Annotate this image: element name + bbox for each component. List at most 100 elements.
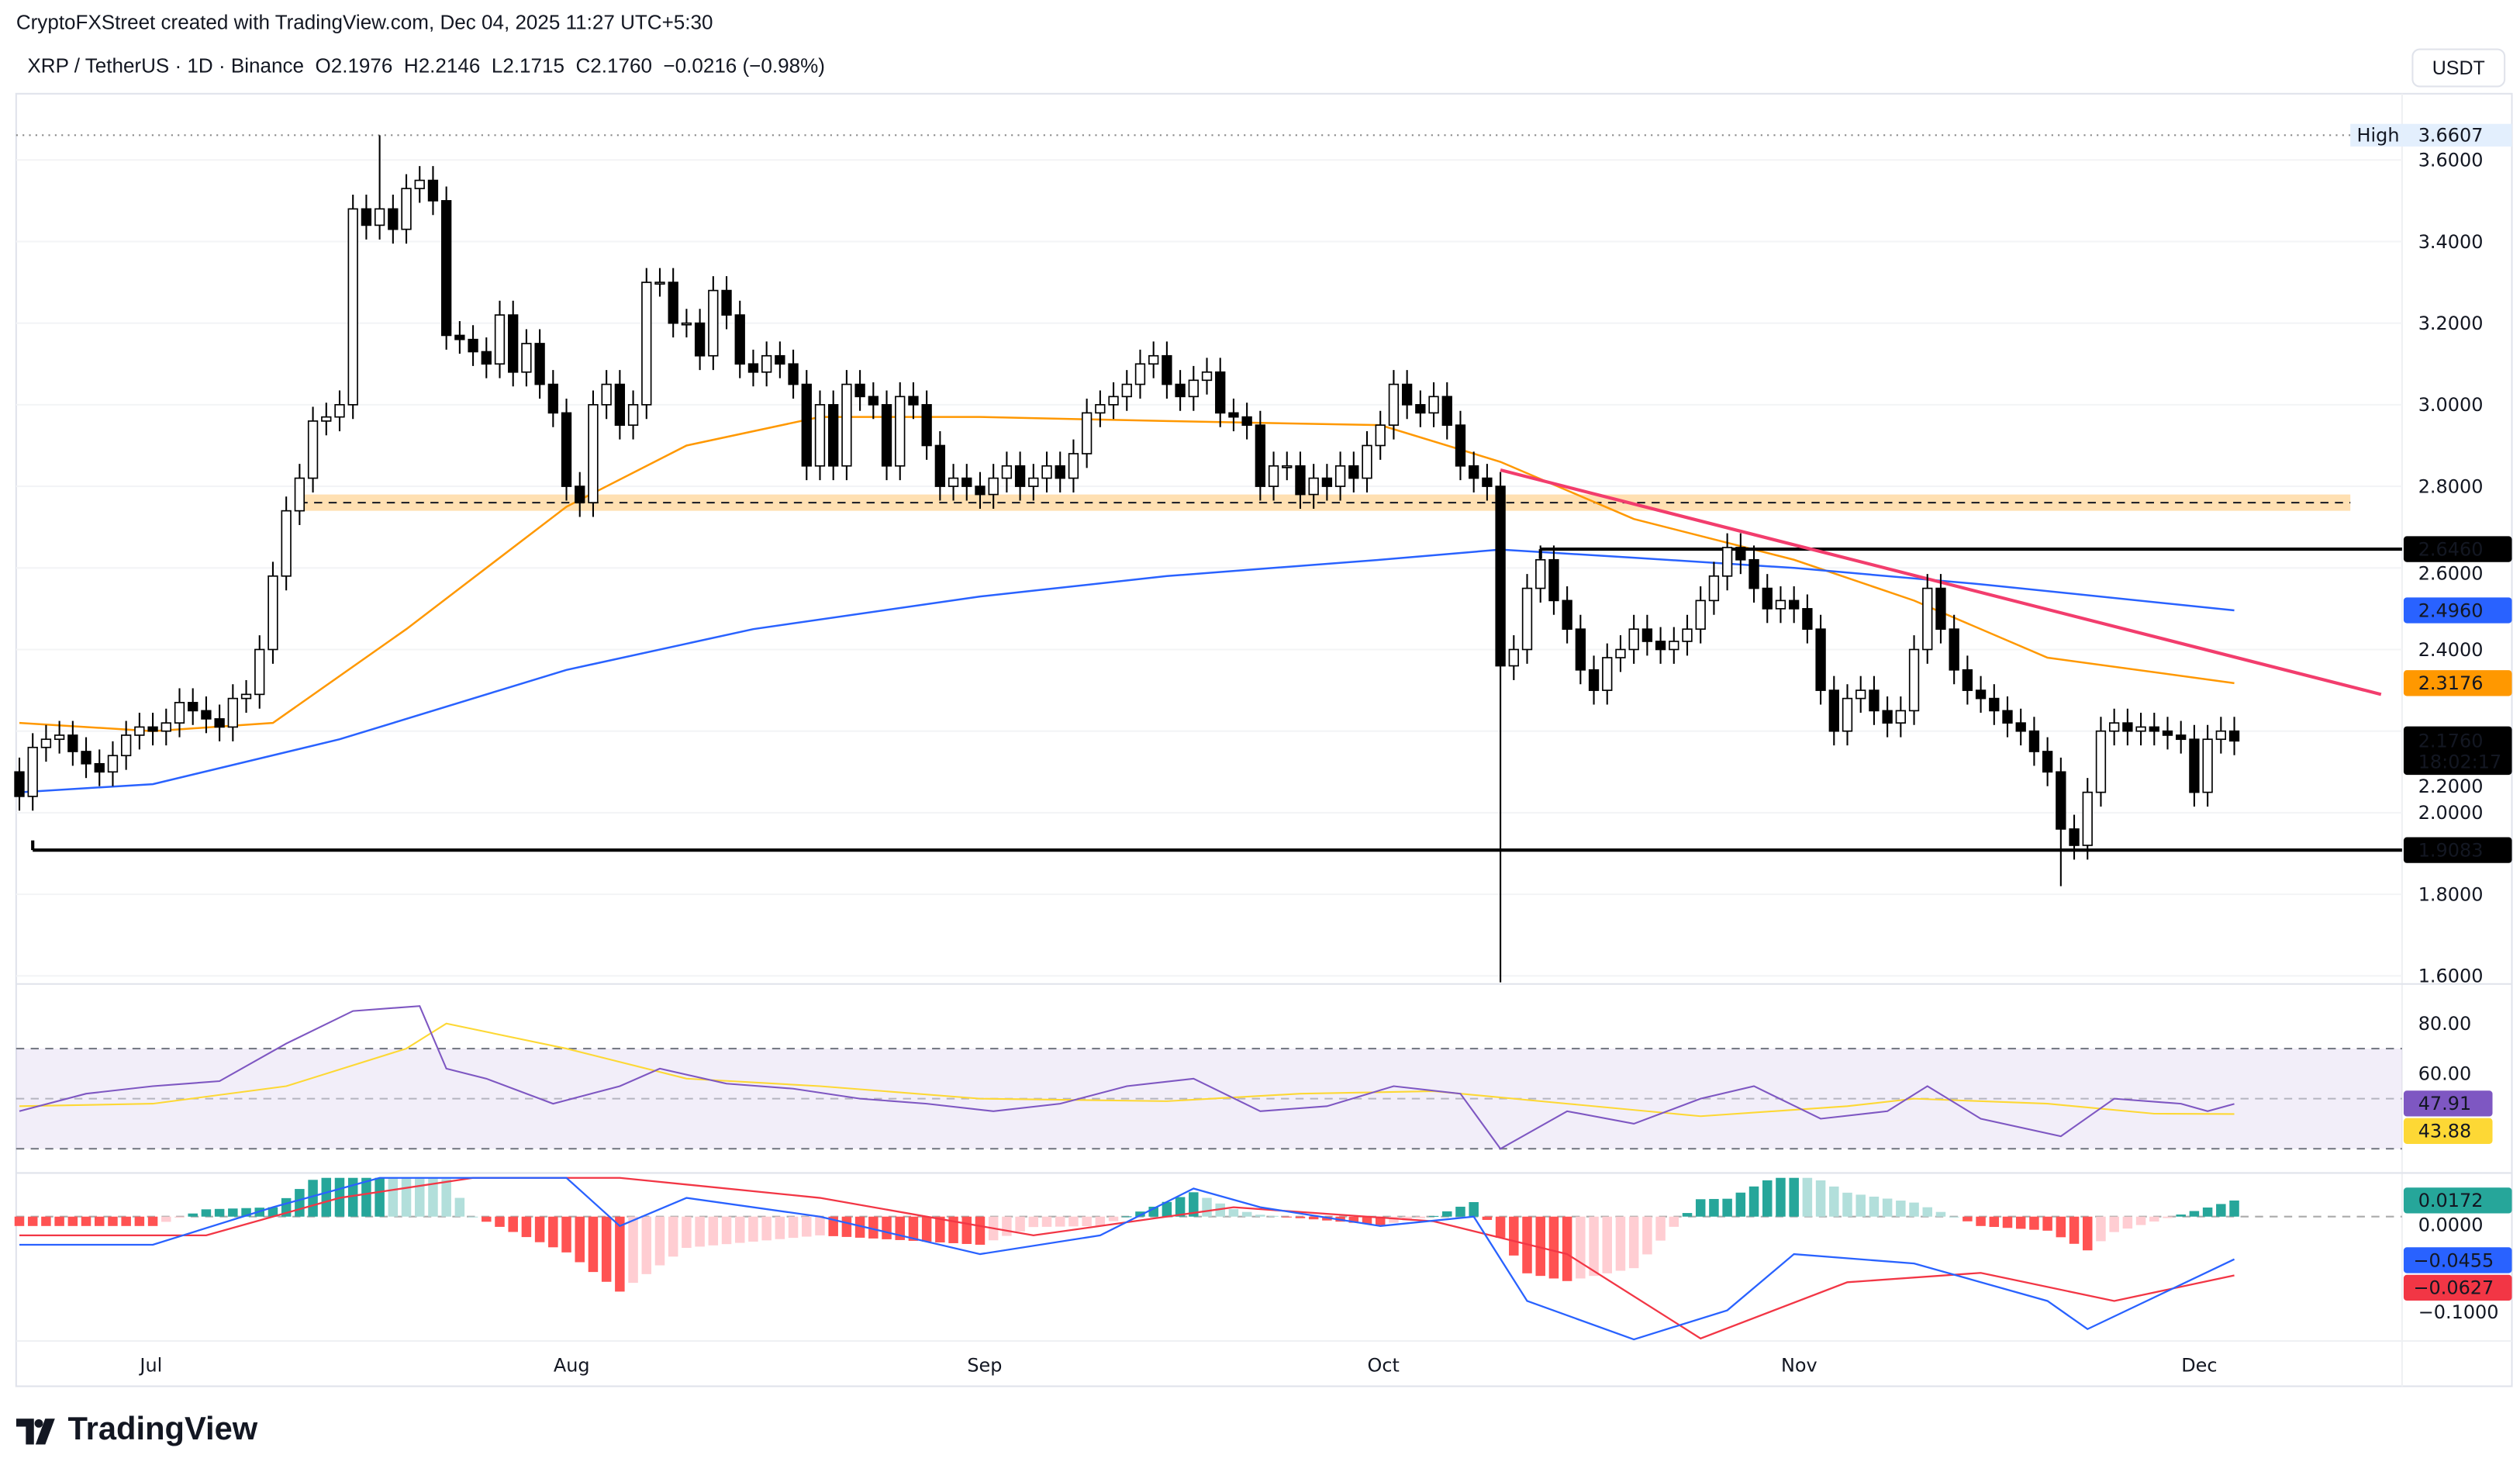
candle-body bbox=[521, 343, 532, 373]
candle-body bbox=[147, 726, 158, 732]
macd-histogram-bar bbox=[54, 1216, 64, 1226]
time-tick-label: Dec bbox=[2181, 1355, 2217, 1377]
candle-body bbox=[975, 485, 986, 496]
macd-histogram-bar bbox=[654, 1216, 665, 1266]
candle-body bbox=[1895, 710, 1907, 724]
candle-body bbox=[240, 693, 252, 700]
rsi-badge bbox=[2403, 1090, 2493, 1117]
macd-histogram-bar bbox=[2056, 1216, 2066, 1238]
candle-body bbox=[1014, 465, 1026, 487]
candle-body bbox=[268, 575, 278, 651]
candle-body bbox=[1334, 465, 1346, 487]
macd-histogram-bar bbox=[1308, 1216, 1319, 1220]
candle-body bbox=[2149, 726, 2159, 732]
candle-body bbox=[1721, 547, 1733, 577]
macd-histogram-bar bbox=[641, 1216, 652, 1274]
candle-body bbox=[1001, 465, 1013, 479]
candle-body bbox=[934, 444, 946, 487]
candle-body bbox=[214, 718, 225, 728]
macd-histogram-badge bbox=[2403, 1187, 2512, 1214]
currency-button[interactable]: USDT bbox=[2411, 48, 2506, 88]
macd-histogram-bar bbox=[748, 1216, 758, 1242]
macd-histogram-bar bbox=[27, 1216, 38, 1226]
level-badge-label: 2.6460 bbox=[2418, 538, 2484, 560]
macd-histogram-bar bbox=[1748, 1186, 1759, 1217]
candle-body bbox=[414, 179, 425, 189]
macd-histogram-bar bbox=[428, 1177, 438, 1217]
candle-body bbox=[1321, 477, 1333, 487]
candle-body bbox=[747, 363, 759, 373]
macd-histogram-bar bbox=[241, 1208, 251, 1217]
high-marker-badge bbox=[2350, 123, 2402, 147]
candle-body bbox=[1975, 689, 1987, 700]
macd-histogram-bar bbox=[868, 1216, 879, 1239]
candle-body bbox=[854, 383, 865, 398]
macd-histogram-bar bbox=[1789, 1177, 1799, 1217]
candle-body bbox=[1162, 354, 1172, 385]
candle-body bbox=[2228, 730, 2240, 742]
macd-histogram-bar bbox=[815, 1216, 825, 1235]
macd-histogram-bar bbox=[361, 1177, 371, 1217]
candle-body bbox=[321, 416, 332, 422]
macd-badge bbox=[2403, 1274, 2512, 1301]
macd-histogram-bar bbox=[41, 1216, 51, 1226]
macd-histogram-bar bbox=[1428, 1215, 1439, 1217]
macd-histogram-bar bbox=[1909, 1202, 1919, 1217]
candle-body bbox=[1415, 404, 1426, 414]
candle-body bbox=[1401, 383, 1413, 406]
candle-body bbox=[2189, 738, 2200, 793]
candle-body bbox=[94, 762, 105, 773]
high-marker-label: High bbox=[2357, 125, 2400, 147]
macd-histogram-bar bbox=[961, 1216, 972, 1244]
macd-histogram-bar bbox=[1548, 1216, 1559, 1279]
high-value-badge bbox=[2401, 123, 2512, 147]
macd-histogram-bar bbox=[601, 1216, 612, 1282]
candle-body bbox=[828, 404, 839, 467]
candle-body bbox=[1282, 465, 1293, 468]
macd-histogram-bar bbox=[1576, 1216, 1586, 1279]
macd-histogram-bar bbox=[1855, 1194, 1866, 1217]
macd-histogram-bar bbox=[1362, 1216, 1372, 1225]
chart-svg[interactable]: High 3.6607 2.6460 1.9083 2.3176 2.4960 2.1760… bbox=[0, 0, 2520, 1405]
candle-body bbox=[1962, 669, 1973, 691]
macd-histogram-bar bbox=[1375, 1216, 1386, 1225]
macd-histogram-bar bbox=[121, 1216, 131, 1226]
candle-body bbox=[67, 734, 78, 752]
candle-body bbox=[120, 734, 132, 757]
candle-body bbox=[801, 383, 812, 467]
macd-histogram-bar bbox=[1295, 1216, 1306, 1218]
macd-histogram-bar bbox=[1628, 1216, 1639, 1269]
macd-histogram-bar bbox=[1495, 1216, 1506, 1238]
symbol-name[interactable]: XRP / TetherUS · 1D · Binance bbox=[27, 54, 304, 78]
price-change: −0.0216 (−0.98%) bbox=[663, 54, 825, 78]
candle-body bbox=[374, 208, 385, 226]
candle-body bbox=[1828, 689, 1839, 732]
candle-body bbox=[1748, 558, 1759, 589]
macd-histogram-bar bbox=[1482, 1216, 1493, 1220]
macd-histogram-bar bbox=[734, 1216, 745, 1243]
macd-histogram-bar bbox=[1989, 1216, 2000, 1228]
macd-histogram-bar bbox=[1442, 1211, 1452, 1217]
macd-histogram-bar bbox=[2176, 1215, 2186, 1217]
candle-body bbox=[2162, 730, 2173, 736]
macd-histogram-bar bbox=[1002, 1216, 1012, 1236]
macd-histogram-bar bbox=[2082, 1216, 2093, 1251]
candle-body bbox=[161, 722, 171, 732]
macd-histogram-bar bbox=[1028, 1216, 1039, 1228]
price-tick-label: 2.4000 bbox=[2418, 639, 2484, 661]
candle-body bbox=[2122, 722, 2133, 732]
macd-histogram-bar bbox=[1175, 1197, 1186, 1217]
candle-body bbox=[1935, 587, 1946, 631]
macd-histogram-bar bbox=[188, 1213, 198, 1217]
macd-histogram-bar bbox=[228, 1208, 238, 1217]
candle-body bbox=[1362, 444, 1372, 479]
macd-histogram-bar bbox=[1215, 1203, 1225, 1217]
candle-body bbox=[908, 396, 919, 406]
macd-histogram-bar bbox=[854, 1216, 865, 1238]
macd-histogram-bar bbox=[1602, 1216, 1613, 1273]
macd-histogram-bar bbox=[908, 1216, 919, 1241]
macd-histogram-bar bbox=[1562, 1216, 1572, 1281]
candle-body bbox=[1201, 371, 1213, 382]
macd-histogram-bar bbox=[561, 1216, 571, 1253]
logo-text: TradingView bbox=[67, 1412, 258, 1448]
